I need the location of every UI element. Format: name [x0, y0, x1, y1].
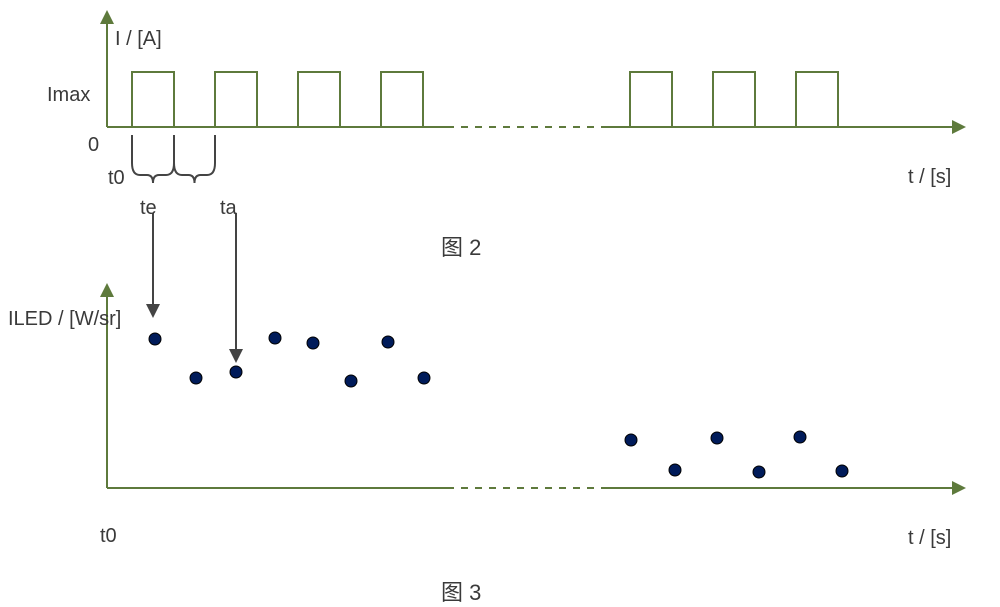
fig2-zero: 0 [88, 134, 99, 157]
fig3-y-title: ILED / [W/sr] [8, 308, 121, 331]
diagram-svg [0, 0, 1000, 591]
fig3-t0: t0 [100, 525, 117, 548]
fig3-caption: 图 3 [441, 575, 481, 607]
fig2-t0: t0 [108, 167, 125, 190]
fig2-ta: ta [220, 197, 237, 220]
fig2-y-title: I / [A] [115, 28, 162, 51]
fig2-x-title: t / [s] [908, 166, 951, 189]
fig2-caption: 图 2 [441, 230, 481, 262]
fig2-imax: Imax [47, 84, 90, 107]
fig2-te: te [140, 197, 157, 220]
diagram-stage: I / [A] Imax 0 t / [s] t0 te ta 图 2 ILED / [W/sr… [0, 0, 1000, 591]
fig3-x-title: t / [s] [908, 527, 951, 550]
